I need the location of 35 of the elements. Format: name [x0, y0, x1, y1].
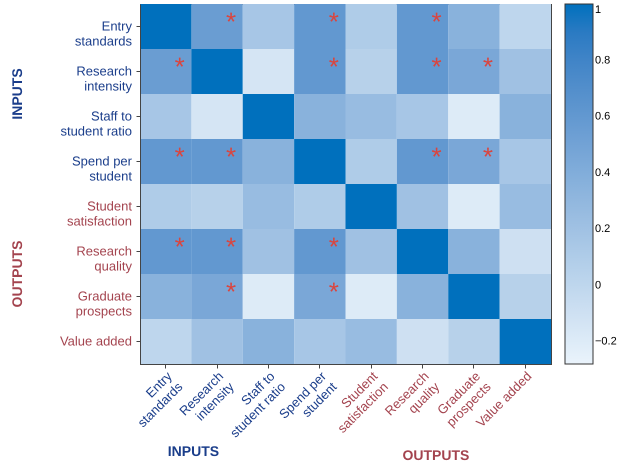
data-label: *	[174, 52, 185, 82]
data-label: *	[432, 6, 442, 36]
data-label: *	[226, 6, 236, 36]
text: OUTPUTS	[402, 447, 470, 463]
data-label: *	[328, 276, 339, 306]
y-tick-label: Staff to student ratio	[60, 108, 132, 138]
y-tick-label: Research quality	[76, 244, 132, 274]
color-bar-label: 0.4	[595, 166, 610, 179]
data-label: *	[432, 142, 442, 172]
text: INPUTS	[168, 443, 220, 459]
color-bar-label: 0.2	[595, 223, 610, 235]
data-label: *	[482, 142, 493, 172]
y-tick-label: Student satisfaction	[66, 198, 132, 228]
text: OUTPUTS	[9, 240, 25, 308]
text: INPUTS	[9, 68, 25, 120]
y-tick-label: Graduate prospects	[76, 288, 132, 318]
data-label: *	[174, 232, 185, 262]
y-tick-label: Spend per student	[72, 154, 133, 184]
color-bar-label: −0.2	[595, 336, 617, 348]
data-label: *	[174, 142, 185, 172]
data-label: *	[328, 52, 339, 82]
data-label: *	[328, 6, 339, 36]
data-label: *	[226, 142, 236, 172]
y-tick-label: Research intensity	[76, 64, 132, 94]
data-label: *	[328, 232, 339, 262]
y-tick-label: Entry standards	[74, 18, 132, 48]
data-label: *	[482, 52, 493, 82]
color-bar-label: 0.8	[595, 54, 610, 66]
color-bar-label: 0	[595, 279, 602, 292]
data-label: *	[226, 276, 236, 306]
data-label: *	[226, 232, 236, 262]
color-bar-label: 1	[595, 4, 602, 16]
data-label: *	[432, 52, 442, 82]
color-bar-label: 0.6	[595, 110, 610, 122]
y-tick-label: Value added	[60, 334, 132, 348]
